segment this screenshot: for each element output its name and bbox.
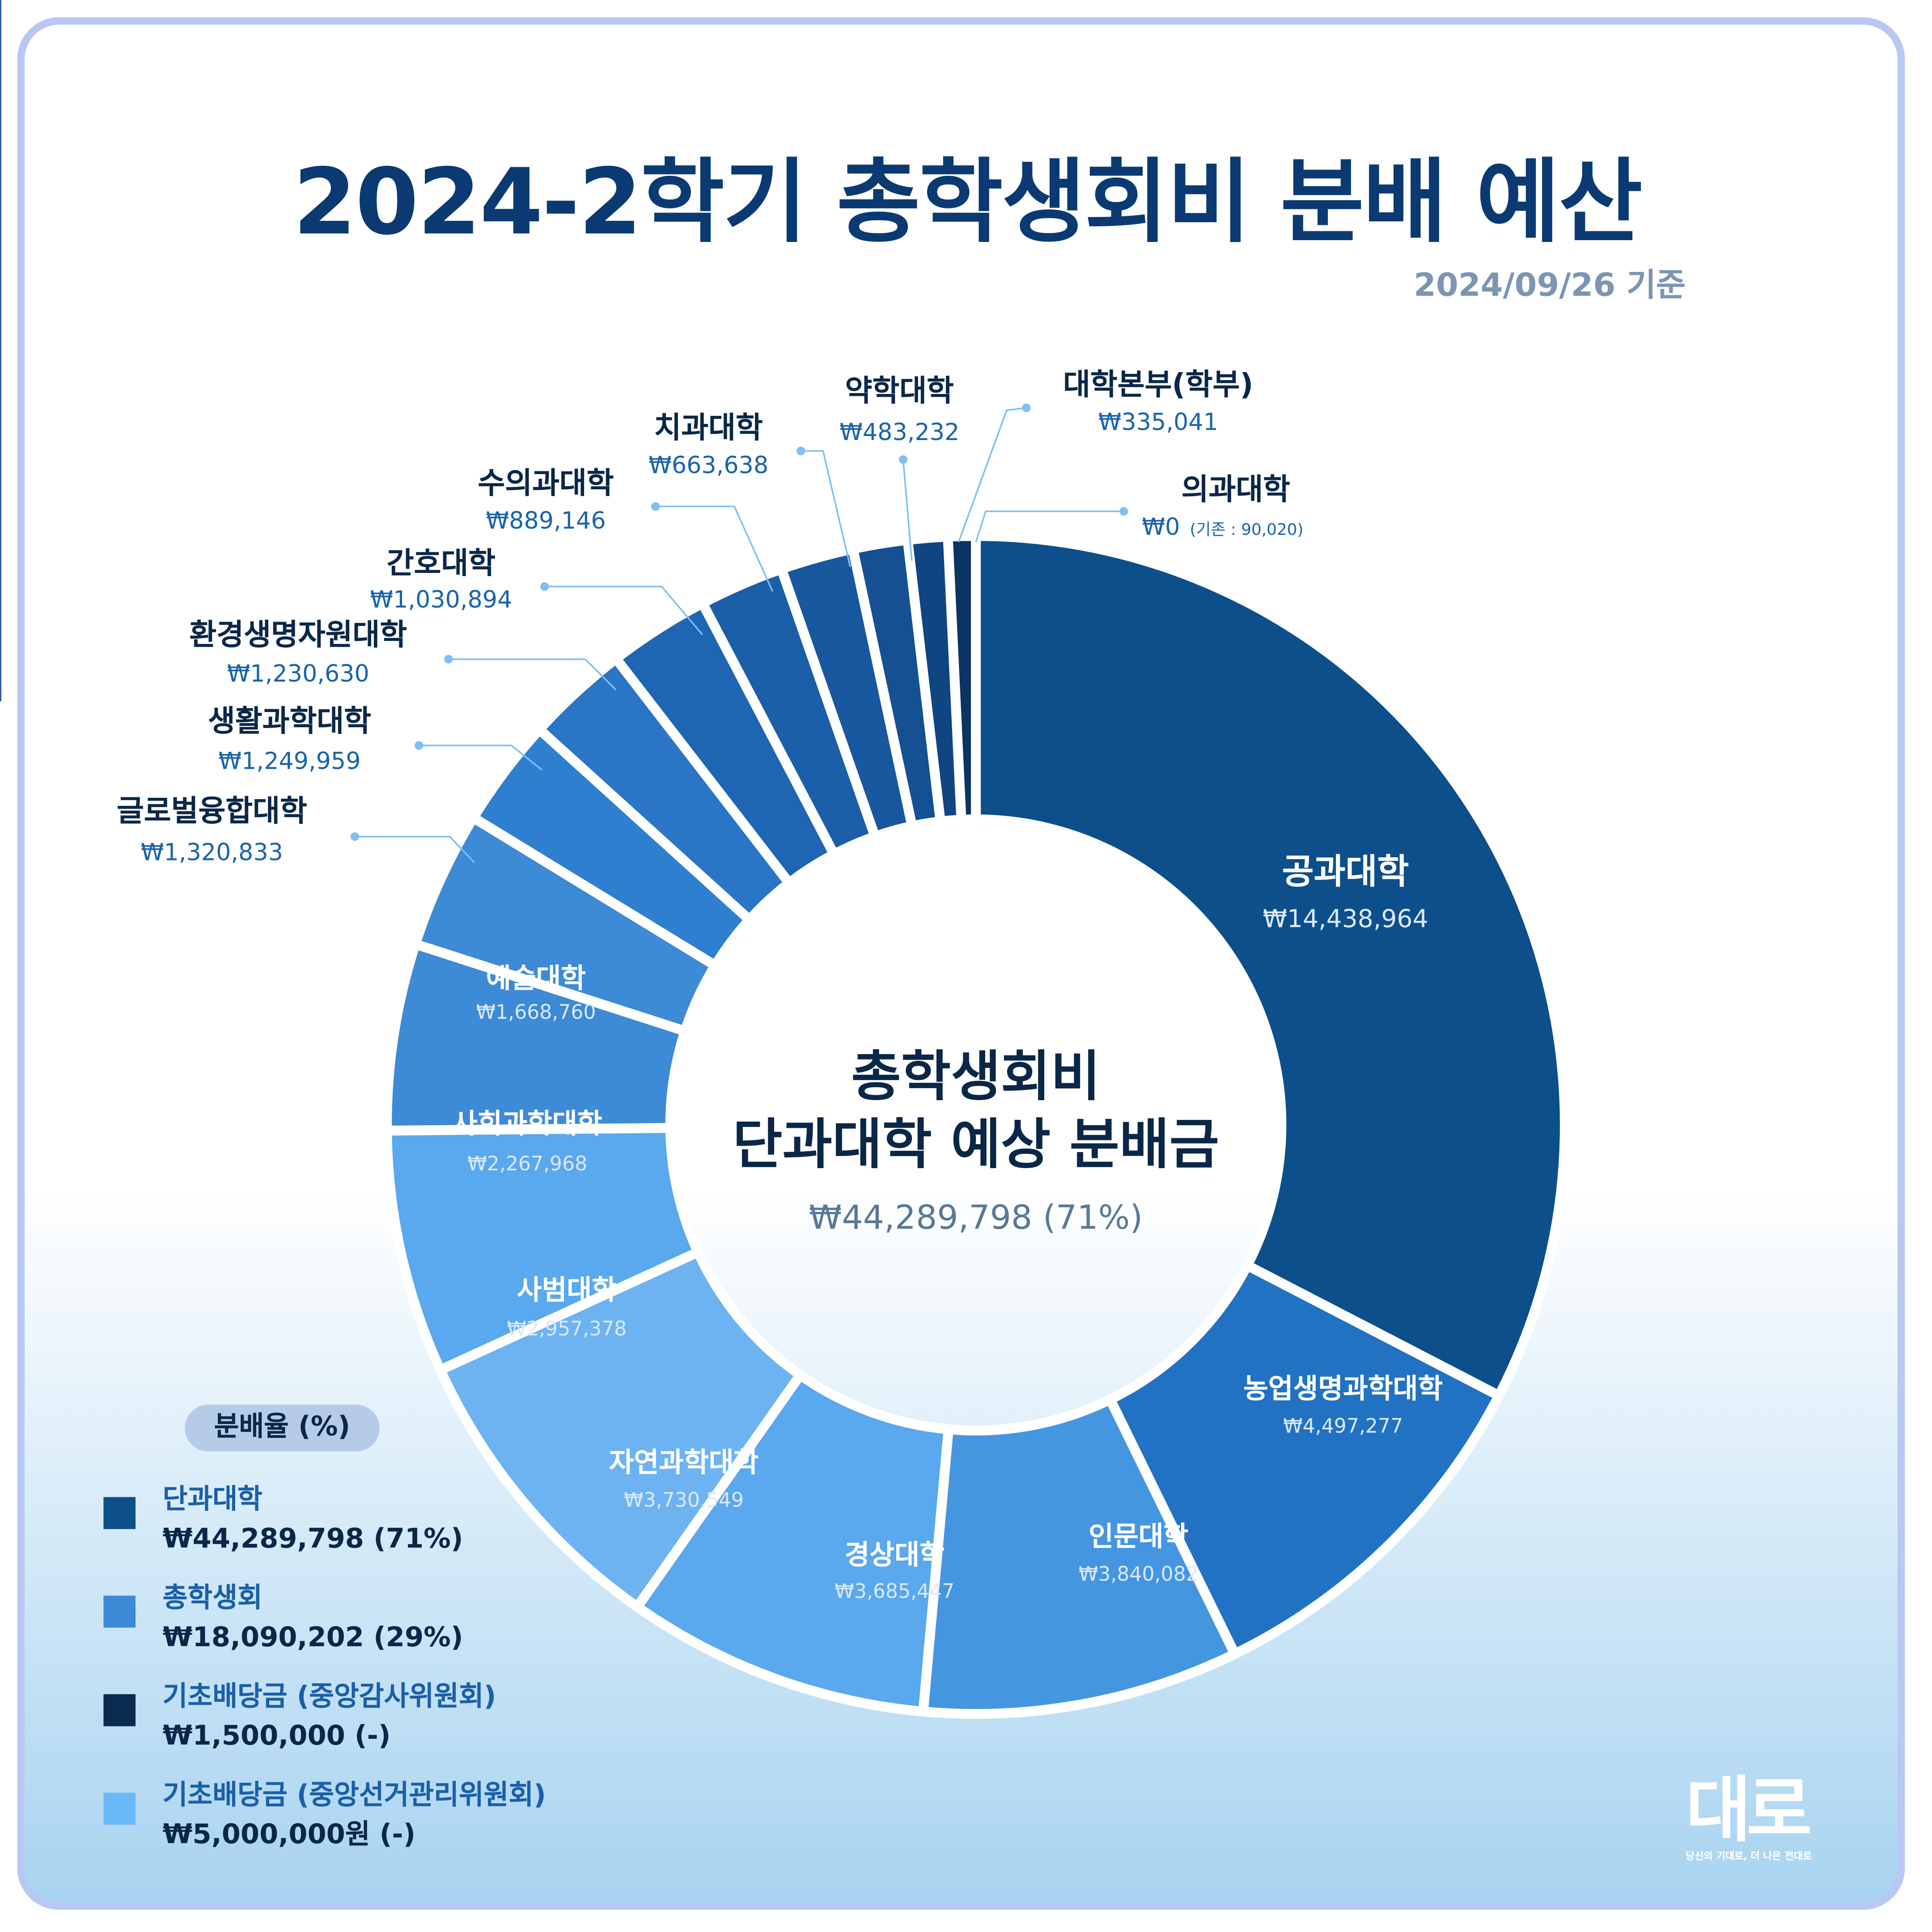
- leader-dot: [444, 655, 453, 664]
- center-label-1: 총학생회비: [851, 1046, 1101, 1109]
- leader-dot: [415, 741, 424, 750]
- slice-value: ₩14,438,964: [1263, 903, 1428, 933]
- donut-slice: [630, 1368, 954, 1717]
- leader-dot: [540, 582, 549, 591]
- leader-dot: [797, 446, 805, 456]
- leader-line: [655, 505, 774, 592]
- slice-label: 의과대학: [1181, 472, 1291, 507]
- leader-dot: [651, 502, 660, 511]
- slice-label: 경상대학: [844, 1540, 945, 1572]
- value-text: ₩0: [1142, 514, 1180, 541]
- slice-label: 인문대학: [1089, 1522, 1189, 1553]
- page-title: 2024-2학기 총학생회비 분배 예산: [293, 149, 1643, 256]
- slice-label: 대학본부(학부): [1063, 367, 1254, 402]
- slice-value: ₩3,840,082: [1078, 1562, 1199, 1586]
- donut-slice: [971, 531, 1570, 1402]
- slice-label: 사회과학대학: [452, 1109, 602, 1140]
- legend-value: ₩1,500,000 (-): [162, 1721, 391, 1752]
- leader-line: [958, 407, 1027, 542]
- slice-label: 자연과학대학: [609, 1448, 759, 1479]
- leader-line: [544, 585, 703, 636]
- center-label-2: 단과대학 예상 분배금: [732, 1114, 1220, 1177]
- leader-line: [355, 835, 475, 863]
- left-edge-line: [0, 0, 1, 701]
- slice-label: 생활과학대학: [208, 703, 371, 738]
- legend-label: 기초배당금 (중앙선거관리위원회): [162, 1780, 546, 1811]
- legend-value: ₩18,090,202 (29%): [162, 1623, 463, 1654]
- leader-line: [902, 459, 913, 561]
- slice-label: 사범대학: [517, 1275, 617, 1307]
- legend-value: ₩44,289,798 (71%): [162, 1524, 463, 1555]
- slice-label: 공과대학: [1282, 851, 1409, 892]
- slice-value: ₩889,146: [486, 508, 606, 535]
- donut-slice: [433, 1246, 807, 1614]
- slice-label: 글로벌융합대학: [116, 793, 307, 828]
- donut-slice: [382, 1123, 705, 1377]
- slice-value: ₩1,668,760: [476, 1000, 596, 1024]
- legend-swatch: [103, 1694, 136, 1726]
- legend-title: 분배율 (%): [185, 1404, 380, 1452]
- reference-date: 2024/09/26 기준: [1414, 267, 1686, 305]
- slice-value: ₩1,320,833: [140, 839, 283, 867]
- leader-dot: [1119, 507, 1128, 516]
- donut-slice: [1103, 1258, 1506, 1661]
- previous-value-note: (기존 : 90,020): [1190, 521, 1304, 540]
- slice-value: ₩663,638: [648, 452, 769, 479]
- legend-label: 단과대학: [162, 1484, 263, 1516]
- slice-value: ₩1,030,894: [370, 586, 513, 614]
- legend-swatch: [103, 1595, 136, 1628]
- leader-line: [419, 745, 543, 771]
- leader-line: [975, 510, 1124, 542]
- slice-value: ₩2,957,378: [507, 1317, 627, 1341]
- logo: 대로 당신의 기대로, 더 나은 전대로: [1686, 1772, 1848, 1863]
- legend-value: ₩5,000,000원 (-): [162, 1820, 416, 1851]
- leader-line: [801, 450, 851, 567]
- legend-swatch: [103, 1792, 136, 1825]
- slice-label: 간호대학: [386, 546, 496, 581]
- slice-value: ₩335,041: [1098, 409, 1218, 436]
- donut-slice: [942, 531, 981, 825]
- legend-label: 총학생회: [162, 1583, 263, 1614]
- leader-dot: [1022, 403, 1031, 412]
- leader-line: [448, 658, 617, 691]
- slice-value: ₩3,730,549: [624, 1488, 744, 1512]
- slice-label: 환경생명자원대학: [189, 617, 407, 652]
- legend-label: 기초배당금 (중앙감사위원회): [162, 1682, 496, 1713]
- slice-value: ₩1,249,959: [218, 748, 361, 775]
- leader-dot: [350, 832, 360, 841]
- slice-label: 농업생명과학대학: [1243, 1374, 1443, 1405]
- logo-tagline: 당신의 기대로, 더 나은 전대로: [1685, 1851, 1812, 1862]
- donut-slice: [918, 1393, 1241, 1719]
- slice-value: ₩483,232: [839, 419, 960, 446]
- center-total: ₩44,289,798 (71%): [809, 1199, 1143, 1237]
- slice-value: ₩0 (기존 : 90,020): [1142, 514, 1304, 542]
- slice-value: ₩3,685,447: [835, 1579, 955, 1603]
- slice-label: 치과대학: [654, 411, 763, 445]
- slice-value: ₩4,497,277: [1283, 1414, 1403, 1438]
- slice-value: ₩2,267,968: [467, 1152, 588, 1175]
- slice-value: ₩1,230,630: [227, 660, 369, 688]
- leader-dot: [898, 455, 908, 464]
- logo-mark: 대로: [1685, 1768, 1812, 1852]
- legend-swatch: [103, 1497, 136, 1530]
- slice-label: 약학대학: [845, 373, 954, 408]
- slice-label: 예술대학: [486, 964, 586, 995]
- slice-label: 수의과대학: [478, 466, 614, 501]
